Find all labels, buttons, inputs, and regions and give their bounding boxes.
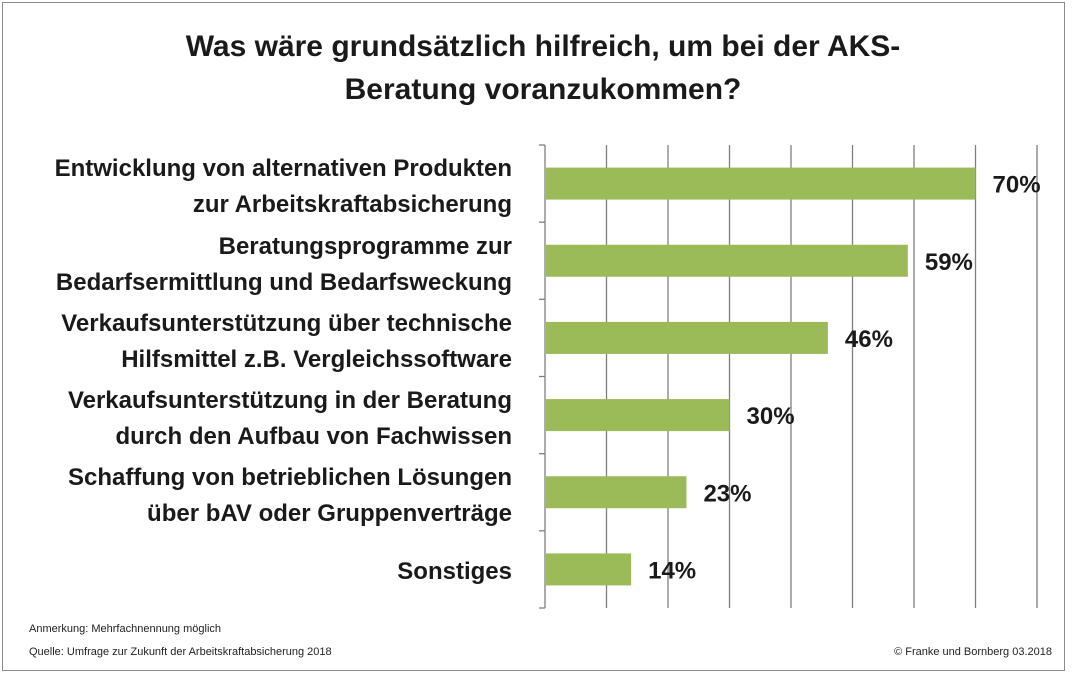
chart-title-line-2: Beratung voranzukommen? <box>344 73 742 106</box>
category-label-line: Verkaufsunterstützung über technische <box>61 310 512 337</box>
category-label-line: Hilfsmittel z.B. Vergleichssoftware <box>121 346 512 373</box>
chart-frame: Was wäre grundsätzlich hilfreich, um bei… <box>2 2 1065 671</box>
category-label-line: Beratungsprogramme zur <box>218 233 512 260</box>
footnote: Anmerkung: Mehrfachnennung möglich <box>29 623 222 635</box>
bar <box>546 399 730 432</box>
value-label: 70% <box>993 172 1041 199</box>
value-label: 14% <box>648 557 696 584</box>
category-label-line: über bAV oder Gruppenverträge <box>147 500 512 527</box>
category-label-line: zur Arbeitskraftabsicherung <box>192 191 512 218</box>
bar <box>546 553 632 586</box>
chart-title: Was wäre grundsätzlich hilfreich, um bei… <box>123 25 963 111</box>
category-label: Verkaufsunterstützung über technische Hi… <box>0 306 512 378</box>
bar <box>546 167 976 200</box>
bar <box>546 476 687 509</box>
category-label: Schaffung von betrieblichen Lösungen übe… <box>0 460 512 532</box>
value-label: 46% <box>845 326 893 353</box>
category-label-line: Verkaufsunterstützung in der Beratung <box>67 387 512 414</box>
chart-title-line-1: Was wäre grundsätzlich hilfreich, um bei… <box>185 30 901 63</box>
category-label: Entwicklung von alternativen Produkten z… <box>0 151 512 223</box>
category-label-line: Sonstiges <box>397 558 512 585</box>
value-label: 59% <box>925 249 973 276</box>
category-label-line: durch den Aufbau von Fachwissen <box>115 423 513 450</box>
category-label-line: Schaffung von betrieblichen Lösungen <box>67 464 512 491</box>
category-label: Beratungsprogramme zur Bedarfsermittlung… <box>0 229 512 301</box>
copyright-note: © Franke und Bornberg 03.2018 <box>894 646 1052 658</box>
bar <box>546 321 828 354</box>
category-label-line: Entwicklung von alternativen Produkten <box>54 155 512 182</box>
source-note: Quelle: Umfrage zur Zukunft der Arbeitsk… <box>29 646 332 658</box>
category-label: Verkaufsunterstützung in der Beratung du… <box>0 383 512 455</box>
category-label: Sonstiges <box>0 554 512 590</box>
bar <box>546 244 908 277</box>
value-label: 30% <box>747 403 795 430</box>
category-label-line: Bedarfsermittlung und Bedarfsweckung <box>55 269 512 296</box>
value-label: 23% <box>703 480 751 507</box>
